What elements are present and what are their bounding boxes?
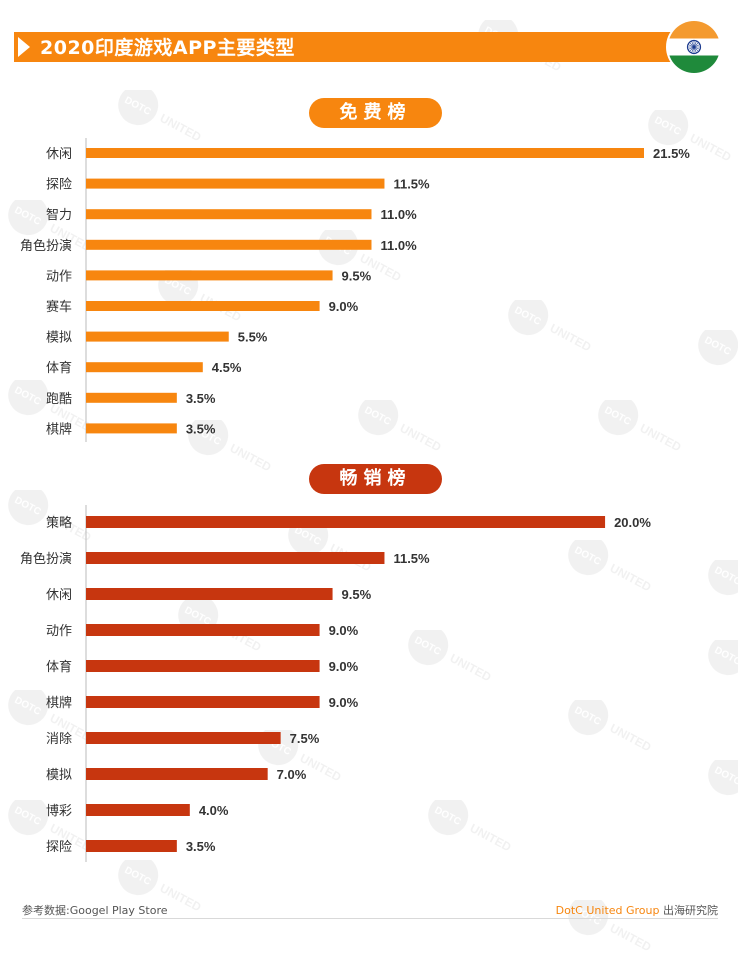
- free-bar: [86, 301, 320, 311]
- top-bar: [86, 732, 281, 744]
- free-value-label: 3.5%: [186, 391, 216, 406]
- free-value-label: 9.0%: [329, 299, 359, 314]
- bar-charts: 休闲 21.5% 探险 11.5% 智力 11.0% 角色扮演 11.0% 动作 9.5% 赛车 9.…: [0, 0, 738, 954]
- top-bar: [86, 516, 605, 528]
- top-bar: [86, 552, 384, 564]
- top-value-label: 3.5%: [186, 839, 216, 854]
- top-value-label: 11.5%: [393, 551, 430, 566]
- free-category-label: 体育: [46, 360, 72, 376]
- top-value-label: 4.0%: [199, 803, 229, 818]
- free-value-label: 4.5%: [212, 360, 242, 375]
- top-value-label: 20.0%: [614, 515, 651, 530]
- top-bar: [86, 696, 320, 708]
- free-bar: [86, 423, 177, 433]
- free-bar: [86, 332, 229, 342]
- top-value-label: 9.0%: [329, 659, 359, 674]
- top-bar: [86, 804, 190, 816]
- free-value-label: 11.0%: [380, 207, 417, 222]
- free-value-label: 5.5%: [238, 330, 268, 345]
- free-category-label: 角色扮演: [20, 238, 72, 254]
- top-value-label: 9.5%: [342, 587, 372, 602]
- free-category-label: 棋牌: [46, 421, 72, 437]
- top-category-label: 角色扮演: [20, 551, 72, 567]
- free-category-label: 赛车: [46, 299, 72, 315]
- free-value-label: 9.5%: [342, 268, 372, 283]
- free-bar: [86, 209, 371, 219]
- free-category-label: 跑酷: [46, 392, 72, 407]
- footer-credit: DotC United Group 出海研究院: [556, 902, 718, 918]
- free-category-label: 探险: [46, 178, 72, 193]
- top-bar: [86, 768, 268, 780]
- free-bar: [86, 179, 384, 189]
- top-category-label: 体育: [46, 659, 72, 675]
- free-bar: [86, 362, 203, 372]
- top-category-label: 动作: [46, 624, 72, 639]
- top-value-label: 7.5%: [290, 731, 320, 746]
- free-bar: [86, 148, 644, 158]
- free-value-label: 11.0%: [380, 238, 417, 253]
- free-bar: [86, 270, 333, 280]
- free-bar: [86, 393, 177, 403]
- brand-suffix: 出海研究院: [660, 904, 719, 917]
- free-value-label: 11.5%: [393, 177, 430, 192]
- data-source-note: 参考数据:Googel Play Store: [22, 902, 168, 918]
- top-category-label: 博彩: [46, 804, 72, 819]
- top-category-label: 休闲: [46, 588, 72, 603]
- top-value-label: 9.0%: [329, 695, 359, 710]
- top-category-label: 模拟: [46, 768, 72, 783]
- free-value-label: 3.5%: [186, 421, 216, 436]
- top-value-label: 9.0%: [329, 623, 359, 638]
- free-category-label: 智力: [46, 208, 72, 223]
- top-category-label: 策略: [46, 515, 72, 531]
- footer-divider: [22, 918, 718, 919]
- top-bar: [86, 840, 177, 852]
- brand-name: DotC United Group: [556, 904, 660, 917]
- top-category-label: 棋牌: [46, 695, 72, 711]
- free-category-label: 动作: [46, 269, 72, 284]
- top-bar: [86, 660, 320, 672]
- free-bar: [86, 240, 371, 250]
- top-value-label: 7.0%: [277, 767, 307, 782]
- free-value-label: 21.5%: [653, 146, 690, 161]
- top-category-label: 消除: [46, 732, 72, 747]
- top-category-label: 探险: [46, 840, 72, 855]
- top-bar: [86, 588, 333, 600]
- free-category-label: 休闲: [46, 147, 72, 162]
- top-bar: [86, 624, 320, 636]
- free-category-label: 模拟: [46, 331, 72, 346]
